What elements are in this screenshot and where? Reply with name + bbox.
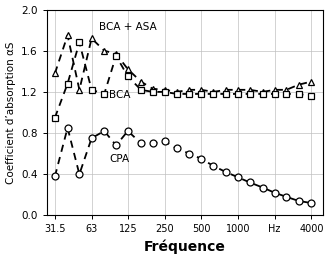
Text: CPA: CPA: [109, 154, 129, 164]
Y-axis label: Coefficient d’absorption αS: Coefficient d’absorption αS: [6, 41, 16, 184]
Text: BCA + ASA: BCA + ASA: [99, 22, 156, 32]
Text: BCA: BCA: [109, 90, 131, 100]
X-axis label: Fréquence: Fréquence: [144, 240, 226, 255]
